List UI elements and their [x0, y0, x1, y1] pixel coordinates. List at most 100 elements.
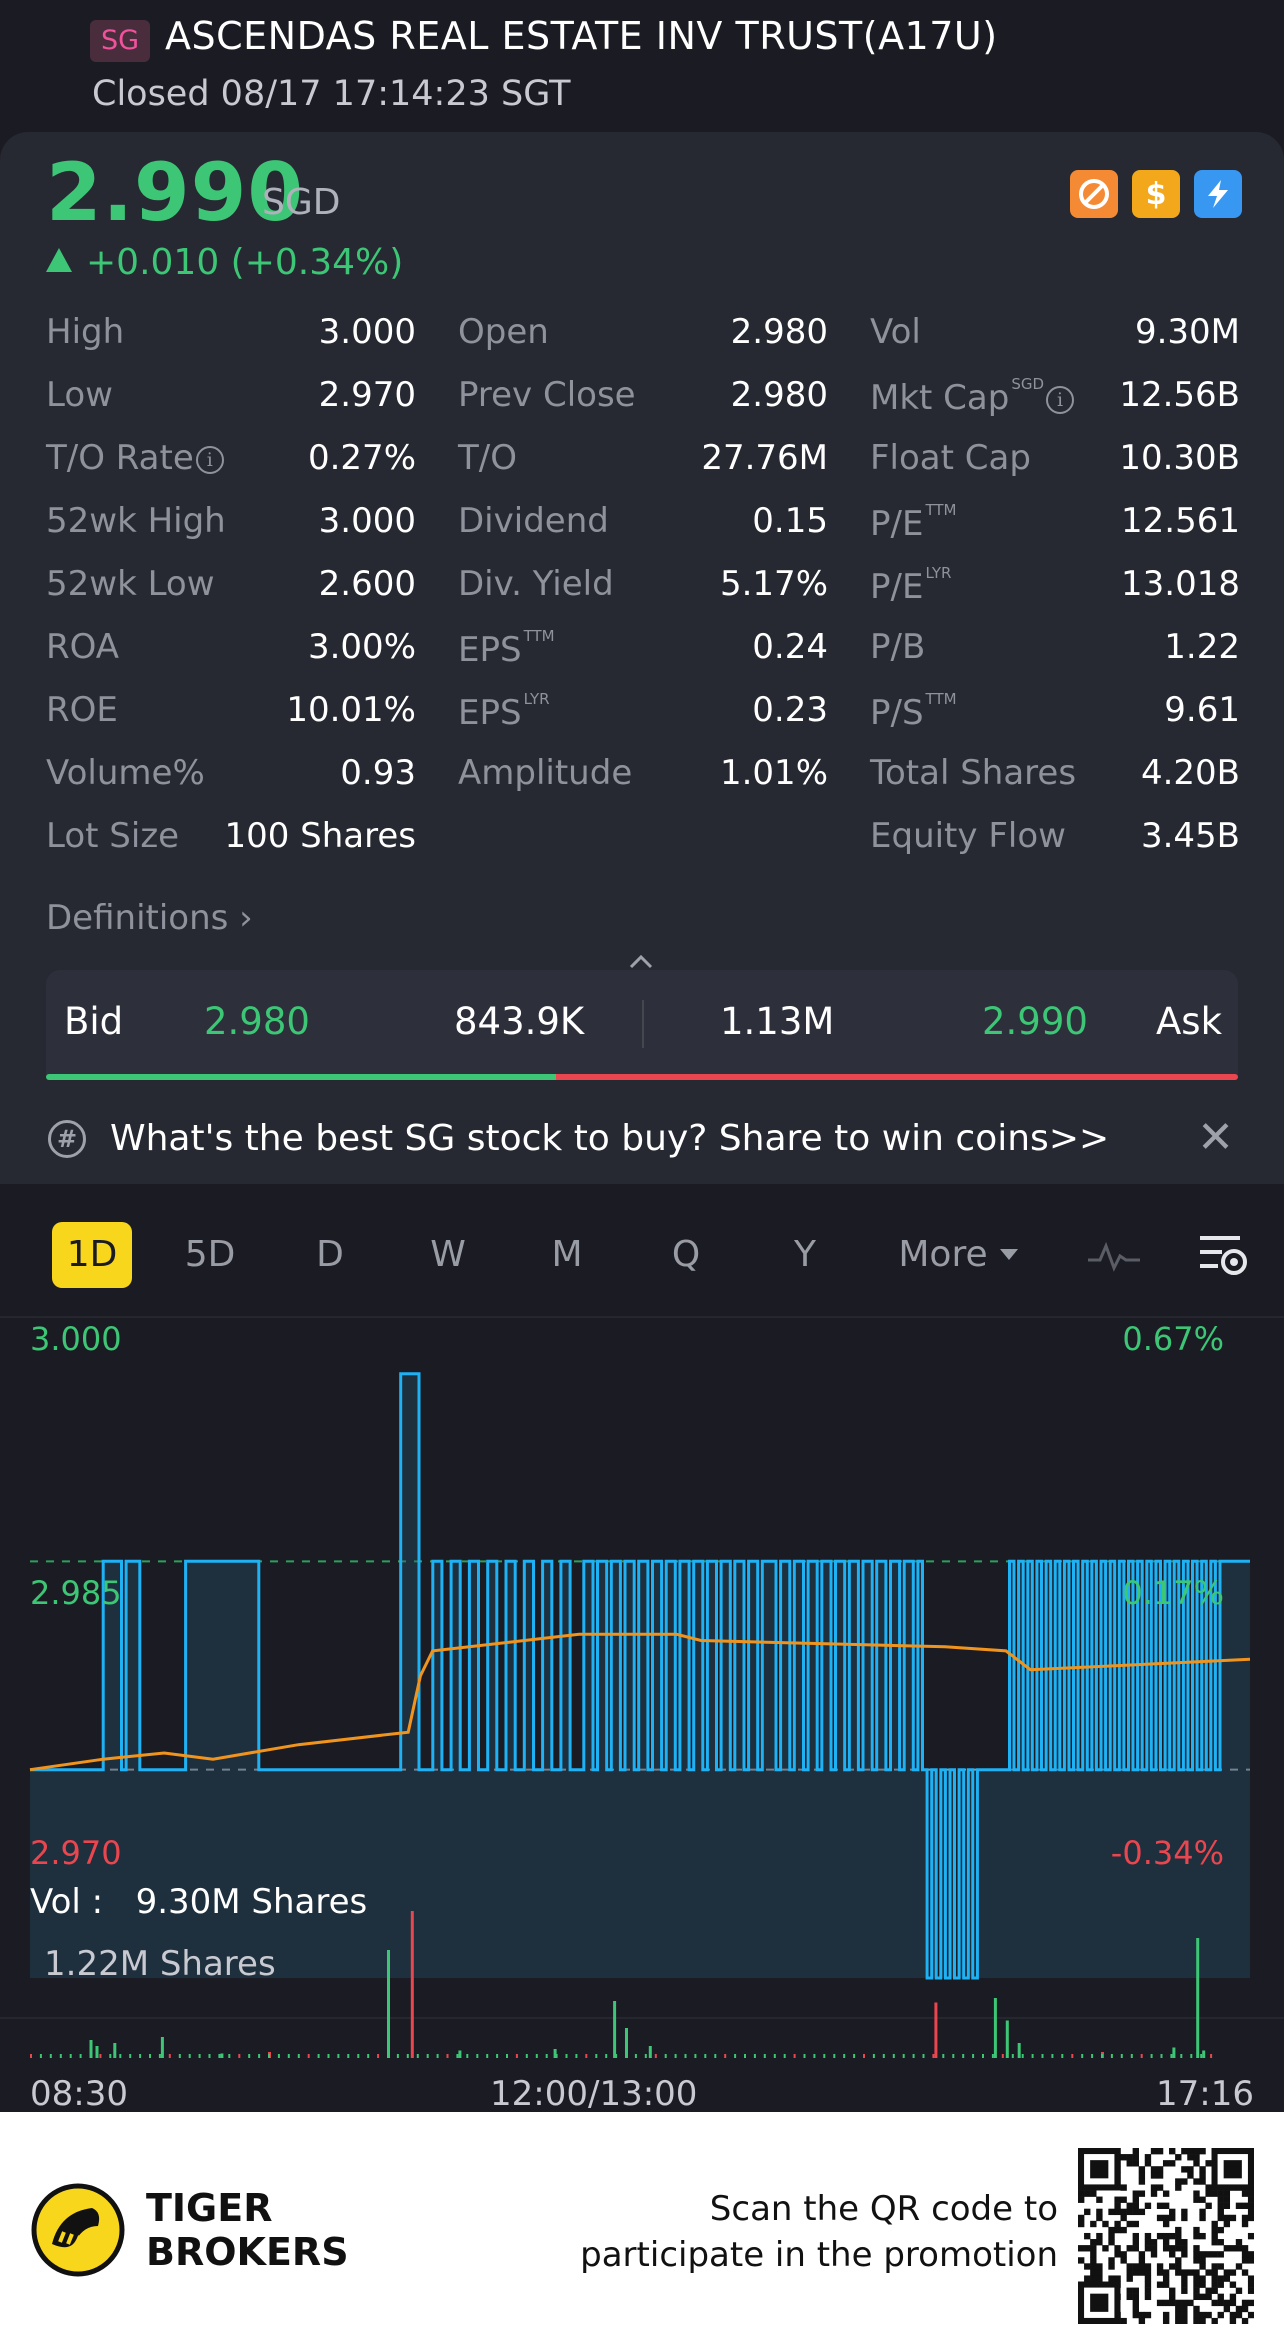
brand-line-2: BROKERS [146, 2230, 349, 2274]
volume-bar [99, 2054, 102, 2058]
close-icon[interactable]: ✕ [1197, 1112, 1234, 1163]
volume-bar [1051, 2054, 1054, 2058]
stat-label: Amplitude [458, 753, 633, 793]
lightning-icon[interactable] [1194, 170, 1242, 218]
volume-bar [426, 2054, 429, 2058]
ask-size: 1.13M [720, 1000, 835, 1043]
volume-bar [416, 2054, 419, 2058]
volume-bar [684, 2054, 687, 2058]
stat-value: 5.17% [719, 564, 828, 604]
y-tick-right-mid: 0.17% [1122, 1574, 1224, 1612]
volume-bar [952, 2054, 955, 2058]
volume-bar [258, 2054, 261, 2058]
qr-code[interactable] [1078, 2148, 1254, 2324]
volume-bar [367, 2054, 370, 2058]
volume-bar [644, 2054, 647, 2058]
volume-bar [208, 2054, 211, 2058]
tab-1d[interactable]: 1D [52, 1222, 132, 1288]
stock-title: ASCENDAS REAL ESTATE INV TRUST(A17U) [165, 14, 998, 58]
definitions-link[interactable]: Definitions › [46, 898, 253, 938]
chart-settings-icon[interactable] [1196, 1232, 1250, 1278]
volume-bar [892, 2054, 895, 2058]
currency: SGD [262, 182, 341, 223]
volume-bar [238, 2054, 241, 2058]
promo-banner[interactable]: # What's the best SG stock to buy? Share… [46, 1110, 1238, 1170]
stat-cell: Dividend 0.15 [458, 491, 828, 554]
stat-label: T/O [458, 438, 517, 478]
footer-banner: TIGER BROKERS Scan the QR code to particip… [0, 2112, 1284, 2352]
stats-row: 52wk Low 2.600 Div. Yield 5.17% P/E LYR 13.018 [46, 554, 1240, 617]
price-change-text: +0.010 (+0.34%) [86, 242, 404, 283]
volume-bar [704, 2054, 707, 2058]
volume-bar [1001, 2054, 1004, 2058]
stat-label: Dividend [458, 501, 609, 541]
volume-bar [585, 2054, 588, 2058]
volume-bar [307, 2054, 310, 2058]
y-tick-right-bottom: -0.34% [1110, 1834, 1224, 1872]
stat-value: 3.000 [318, 312, 416, 352]
volume-bar [535, 2054, 538, 2058]
volume-bar [863, 2054, 865, 2058]
stat-cell: Low 2.970 [46, 365, 416, 428]
market-status: Closed 08/17 17:14:23 SGT [92, 74, 571, 114]
volume-bar [89, 2054, 92, 2058]
tab-y[interactable]: Y [794, 1234, 816, 1275]
volume-bar [1172, 2047, 1176, 2058]
bid-ask-bar[interactable]: Bid 2.980 843.9K 1.13M 2.990 Ask [46, 970, 1238, 1090]
stat-cell: P/E LYR 13.018 [870, 554, 1240, 617]
volume-bar [553, 2049, 557, 2058]
volume-bar [1170, 2054, 1173, 2058]
volume-bar [1101, 2054, 1103, 2058]
intraday-chart[interactable] [0, 1318, 1284, 2078]
stat-superscript: SGD [1011, 375, 1045, 393]
y-tick-left-mid: 2.985 [30, 1574, 122, 1612]
volume-bar [387, 2054, 389, 2058]
volume-bar [664, 2054, 667, 2058]
volume-bar [30, 2054, 32, 2058]
stat-cell: T/O Rate i 0.27% [46, 428, 416, 491]
stat-label: P/E LYR [870, 564, 952, 607]
stat-value: 0.93 [340, 753, 416, 793]
stat-value: 13.018 [1121, 564, 1240, 604]
stat-value: 10.30B [1119, 438, 1240, 478]
volume-bar [129, 2054, 132, 2058]
promo-text: What's the best SG stock to buy? Share t… [110, 1118, 1110, 1159]
tab-w[interactable]: W [430, 1234, 466, 1275]
tab-5d[interactable]: 5D [184, 1234, 236, 1275]
no-short-icon[interactable] [1070, 170, 1118, 218]
stat-cell: P/E TTM 12.561 [870, 491, 1240, 554]
volume-bar [783, 2054, 786, 2058]
stat-cell: P/S TTM 9.61 [870, 680, 1240, 743]
volume-bar [446, 2054, 449, 2058]
volume-bar [1011, 2054, 1014, 2058]
scan-line-2: participate in the promotion [580, 2235, 1058, 2275]
tab-more[interactable]: More [888, 1222, 1028, 1288]
volume-bar [972, 2054, 975, 2058]
info-icon[interactable]: i [1046, 386, 1075, 414]
volume-bar [823, 2054, 826, 2058]
tab-d[interactable]: D [316, 1234, 344, 1275]
volume-bar [1110, 2054, 1113, 2058]
stats-row: Volume% 0.93 Amplitude 1.01% Total Shares 4.2… [46, 743, 1240, 806]
info-icon[interactable]: i [195, 446, 224, 474]
stat-value: 12.56B [1119, 375, 1240, 415]
stat-label: Volume% [46, 753, 205, 793]
volume-bar [1140, 2054, 1143, 2058]
chevron-up-icon[interactable] [627, 948, 655, 976]
volume-bar [218, 2054, 221, 2058]
stat-label: Prev Close [458, 375, 636, 415]
volume-bar [89, 2040, 93, 2058]
tab-m[interactable]: M [551, 1234, 583, 1275]
stat-value: 2.980 [730, 312, 828, 352]
dollar-icon[interactable]: $ [1132, 170, 1180, 218]
ask-ratio-bar [556, 1074, 1238, 1080]
volume-bar [734, 2054, 737, 2058]
stat-label: High [46, 312, 125, 352]
line-chart-icon[interactable] [1086, 1236, 1142, 1276]
volume-bar [1202, 2050, 1206, 2058]
volume-bar [337, 2054, 340, 2058]
stat-label: Open [458, 312, 549, 352]
volume-bar [605, 2054, 608, 2058]
tab-q[interactable]: Q [671, 1234, 701, 1275]
volume-bar [178, 2054, 181, 2058]
